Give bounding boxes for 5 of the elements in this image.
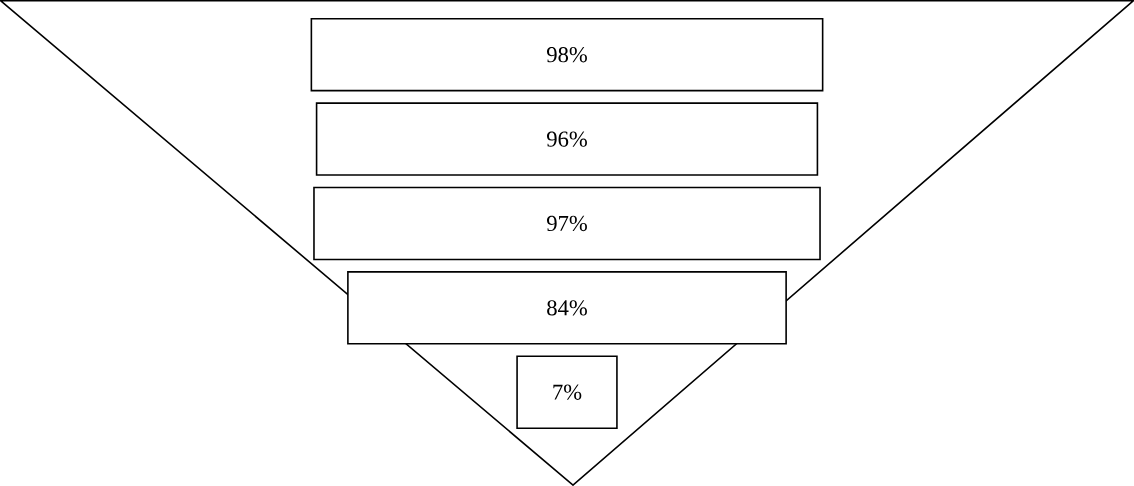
data-label: 84% — [547, 300, 587, 316]
data-label: 96% — [546, 131, 587, 147]
data-label: 97% — [546, 215, 587, 232]
data-label: 98% — [546, 47, 587, 63]
data-label: 7% — [553, 384, 582, 400]
